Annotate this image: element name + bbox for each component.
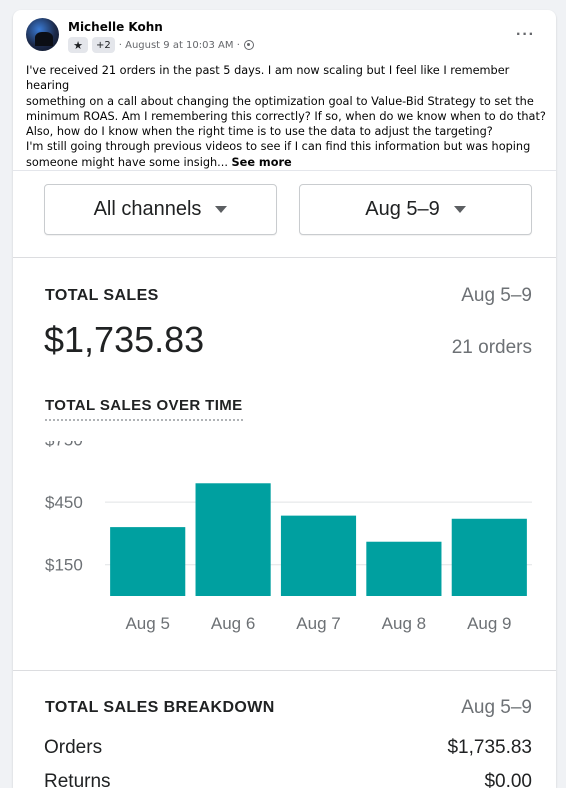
analytics-screenshot: All channels Aug 5–9 TOTAL SALES Aug 5–9… xyxy=(13,170,556,788)
channel-dropdown-label: All channels xyxy=(93,198,202,220)
divider xyxy=(13,257,556,258)
bar-aug-9[interactable] xyxy=(451,518,527,596)
total-sales-label: TOTAL SALES xyxy=(45,287,159,304)
x-tick-label: Aug 6 xyxy=(211,614,255,633)
total-sales-amount: $1,735.83 xyxy=(44,319,205,360)
post-timestamp[interactable]: · August 9 at 10:03 AM · xyxy=(118,39,240,51)
x-tick-label: Aug 8 xyxy=(382,614,426,633)
breakdown-row-label: Returns xyxy=(44,771,111,788)
y-tick-label: $150 xyxy=(45,556,83,575)
author-name[interactable]: Michelle Kohn xyxy=(68,20,163,34)
orders-count: 21 orders xyxy=(451,337,532,358)
x-tick-label: Aug 7 xyxy=(296,614,340,633)
bar-aug-7[interactable] xyxy=(280,515,357,596)
date-dropdown-label: Aug 5–9 xyxy=(365,198,440,220)
sales-bar-chart: $750 $450 $150 Aug 5 Aug 6 Aug 7 Aug 8 Aug 9 xyxy=(45,441,532,633)
breakdown-row-value: $1,735.83 xyxy=(447,737,532,758)
breakdown-row-returns: Returns $0.00 xyxy=(44,771,532,788)
chevron-down-icon xyxy=(453,206,466,213)
bar-aug-5[interactable] xyxy=(110,527,186,596)
post-card: Michelle Kohn ★ +2 · August 9 at 10:03 A… xyxy=(13,10,556,788)
x-tick-label: Aug 5 xyxy=(125,614,169,633)
total-sales-range: Aug 5–9 xyxy=(461,285,532,306)
channel-dropdown[interactable]: All channels xyxy=(44,184,277,235)
badge-count[interactable]: +2 xyxy=(92,37,115,53)
breakdown-row-label: Orders xyxy=(44,737,103,758)
star-badge-icon[interactable]: ★ xyxy=(68,37,88,53)
divider xyxy=(13,670,556,671)
y-tick-label: $750 xyxy=(45,441,83,449)
more-options-icon[interactable]: ··· xyxy=(516,26,535,43)
date-dropdown[interactable]: Aug 5–9 xyxy=(299,184,532,235)
post-header: Michelle Kohn ★ +2 · August 9 at 10:03 A… xyxy=(26,18,541,64)
post-body: I've received 21 orders in the past 5 da… xyxy=(26,63,546,170)
bar-aug-8[interactable] xyxy=(366,541,442,596)
y-tick-label: $450 xyxy=(45,493,83,512)
breakdown-row-orders: Orders $1,735.83 xyxy=(44,737,532,759)
bar-aug-6[interactable] xyxy=(195,483,271,596)
see-more-link[interactable]: See more xyxy=(231,155,292,169)
breakdown-range: Aug 5–9 xyxy=(461,697,532,718)
x-tick-label: Aug 9 xyxy=(467,614,511,633)
avatar[interactable] xyxy=(26,18,59,51)
post-meta: ★ +2 · August 9 at 10:03 AM · xyxy=(68,37,254,53)
breakdown-label: TOTAL SALES BREAKDOWN xyxy=(45,699,275,716)
globe-icon xyxy=(243,40,254,50)
chevron-down-icon xyxy=(215,206,228,213)
breakdown-row-value: $0.00 xyxy=(484,771,532,788)
post-text: I've received 21 orders in the past 5 da… xyxy=(26,64,546,169)
sales-over-time-title[interactable]: TOTAL SALES OVER TIME xyxy=(45,397,243,421)
